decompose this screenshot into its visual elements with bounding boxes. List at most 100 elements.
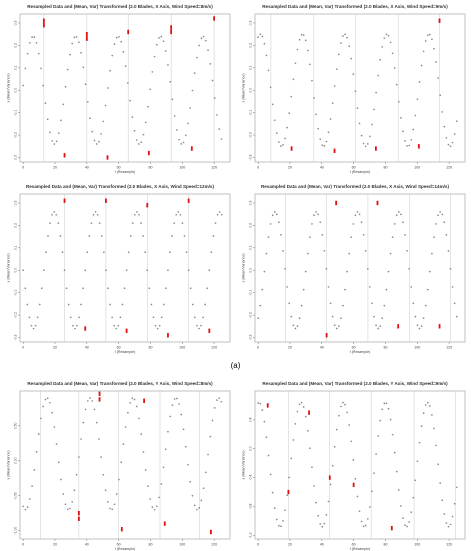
- highlight-point: [170, 25, 173, 30]
- data-point: [290, 95, 293, 98]
- data-point: [288, 476, 291, 479]
- data-point: [45, 251, 47, 254]
- x-tick-label: 120: [211, 166, 217, 170]
- data-point: [164, 448, 167, 451]
- data-point: [187, 463, 189, 466]
- data-point: [98, 140, 100, 143]
- data-point: [422, 317, 425, 320]
- data-point: [319, 138, 322, 141]
- y-tick-label: 0.1: [14, 245, 18, 250]
- y-tick-label: 0.00: [14, 457, 18, 464]
- data-point: [91, 400, 94, 402]
- data-point: [292, 78, 295, 81]
- data-point: [455, 315, 458, 318]
- data-point: [437, 77, 439, 79]
- data-point: [118, 35, 120, 38]
- data-point: [206, 287, 209, 290]
- data-point: [71, 501, 74, 503]
- highlight-point: [42, 23, 45, 28]
- data-point: [340, 405, 342, 408]
- data-point: [358, 213, 361, 216]
- data-point: [138, 417, 140, 420]
- data-point: [371, 490, 373, 493]
- y-tick-label: -0.3: [249, 334, 253, 340]
- x-tick-label: 100: [414, 543, 420, 547]
- data-point: [273, 119, 276, 122]
- data-point: [263, 42, 266, 45]
- data-point: [352, 73, 355, 76]
- data-point: [89, 117, 91, 120]
- data-point: [131, 116, 134, 119]
- x-tick-label: 80: [383, 543, 387, 547]
- highlight-point: [352, 482, 355, 488]
- data-point: [100, 133, 102, 135]
- data-point: [178, 138, 180, 141]
- x-axis-label: t (Resample): [350, 350, 371, 354]
- data-point: [104, 104, 107, 107]
- data-point: [149, 88, 151, 91]
- data-point: [443, 221, 446, 224]
- data-point: [447, 143, 450, 146]
- highlight-point: [328, 475, 331, 480]
- data-point: [220, 138, 223, 140]
- highlight-point: [266, 403, 269, 408]
- data-point: [182, 428, 185, 431]
- data-point: [282, 250, 284, 252]
- data-point: [75, 36, 78, 38]
- data-point: [304, 415, 307, 418]
- highlight-point: [390, 525, 393, 531]
- data-point: [66, 68, 69, 71]
- data-point: [49, 131, 51, 134]
- data-point: [416, 98, 419, 101]
- x-tick-label: 40: [85, 543, 89, 547]
- data-point: [290, 315, 293, 318]
- data-point: [193, 316, 196, 319]
- y-tick-label: 0.3: [14, 21, 18, 26]
- data-point: [280, 233, 282, 236]
- data-point: [95, 143, 98, 145]
- data-point: [94, 211, 97, 213]
- data-point: [385, 288, 388, 291]
- data-point: [379, 419, 382, 422]
- data-point: [82, 421, 85, 424]
- data-point: [63, 269, 66, 272]
- data-point: [176, 397, 178, 400]
- highlight-point: [143, 398, 145, 403]
- data-point: [212, 235, 215, 237]
- data-point: [69, 53, 71, 56]
- data-point: [34, 324, 37, 327]
- data-point: [204, 39, 207, 42]
- x-tick-label: 40: [320, 543, 324, 547]
- data-point: [131, 222, 134, 224]
- y-tick-label: 0.0: [14, 88, 18, 93]
- y-tick-label: -0.1: [14, 290, 18, 296]
- y-tick-label: -0.2: [249, 312, 253, 318]
- data-point: [269, 86, 272, 89]
- data-point: [346, 270, 348, 273]
- data-point: [435, 223, 437, 225]
- data-point: [395, 470, 398, 473]
- highlight-point: [146, 203, 149, 208]
- data-point: [135, 139, 138, 141]
- highlight-point: [290, 146, 293, 151]
- data-point: [182, 141, 185, 144]
- data-point: [337, 414, 340, 417]
- data-point: [53, 426, 56, 428]
- data-point: [191, 303, 194, 306]
- y-tick-label: 0.3: [14, 201, 18, 206]
- data-point: [453, 302, 456, 305]
- data-point: [445, 522, 448, 524]
- data-point: [111, 54, 114, 57]
- data-point: [109, 507, 111, 510]
- x-tick-label: 80: [383, 346, 387, 350]
- y-tick-label: 0.1: [249, 245, 253, 250]
- chart-plot: 0 20 40 60 80 100 120 -0.3 -0.2 -0.1 0.0 0.1 0.2 0.3 t…: [242, 13, 466, 174]
- data-point: [426, 34, 429, 37]
- data-point: [37, 52, 40, 55]
- y-tick-label: 0.3: [249, 201, 253, 206]
- data-point: [267, 454, 270, 457]
- data-point: [257, 317, 260, 320]
- y-tick-label: 0.0: [249, 88, 253, 93]
- data-point: [261, 288, 264, 291]
- data-point: [55, 213, 58, 216]
